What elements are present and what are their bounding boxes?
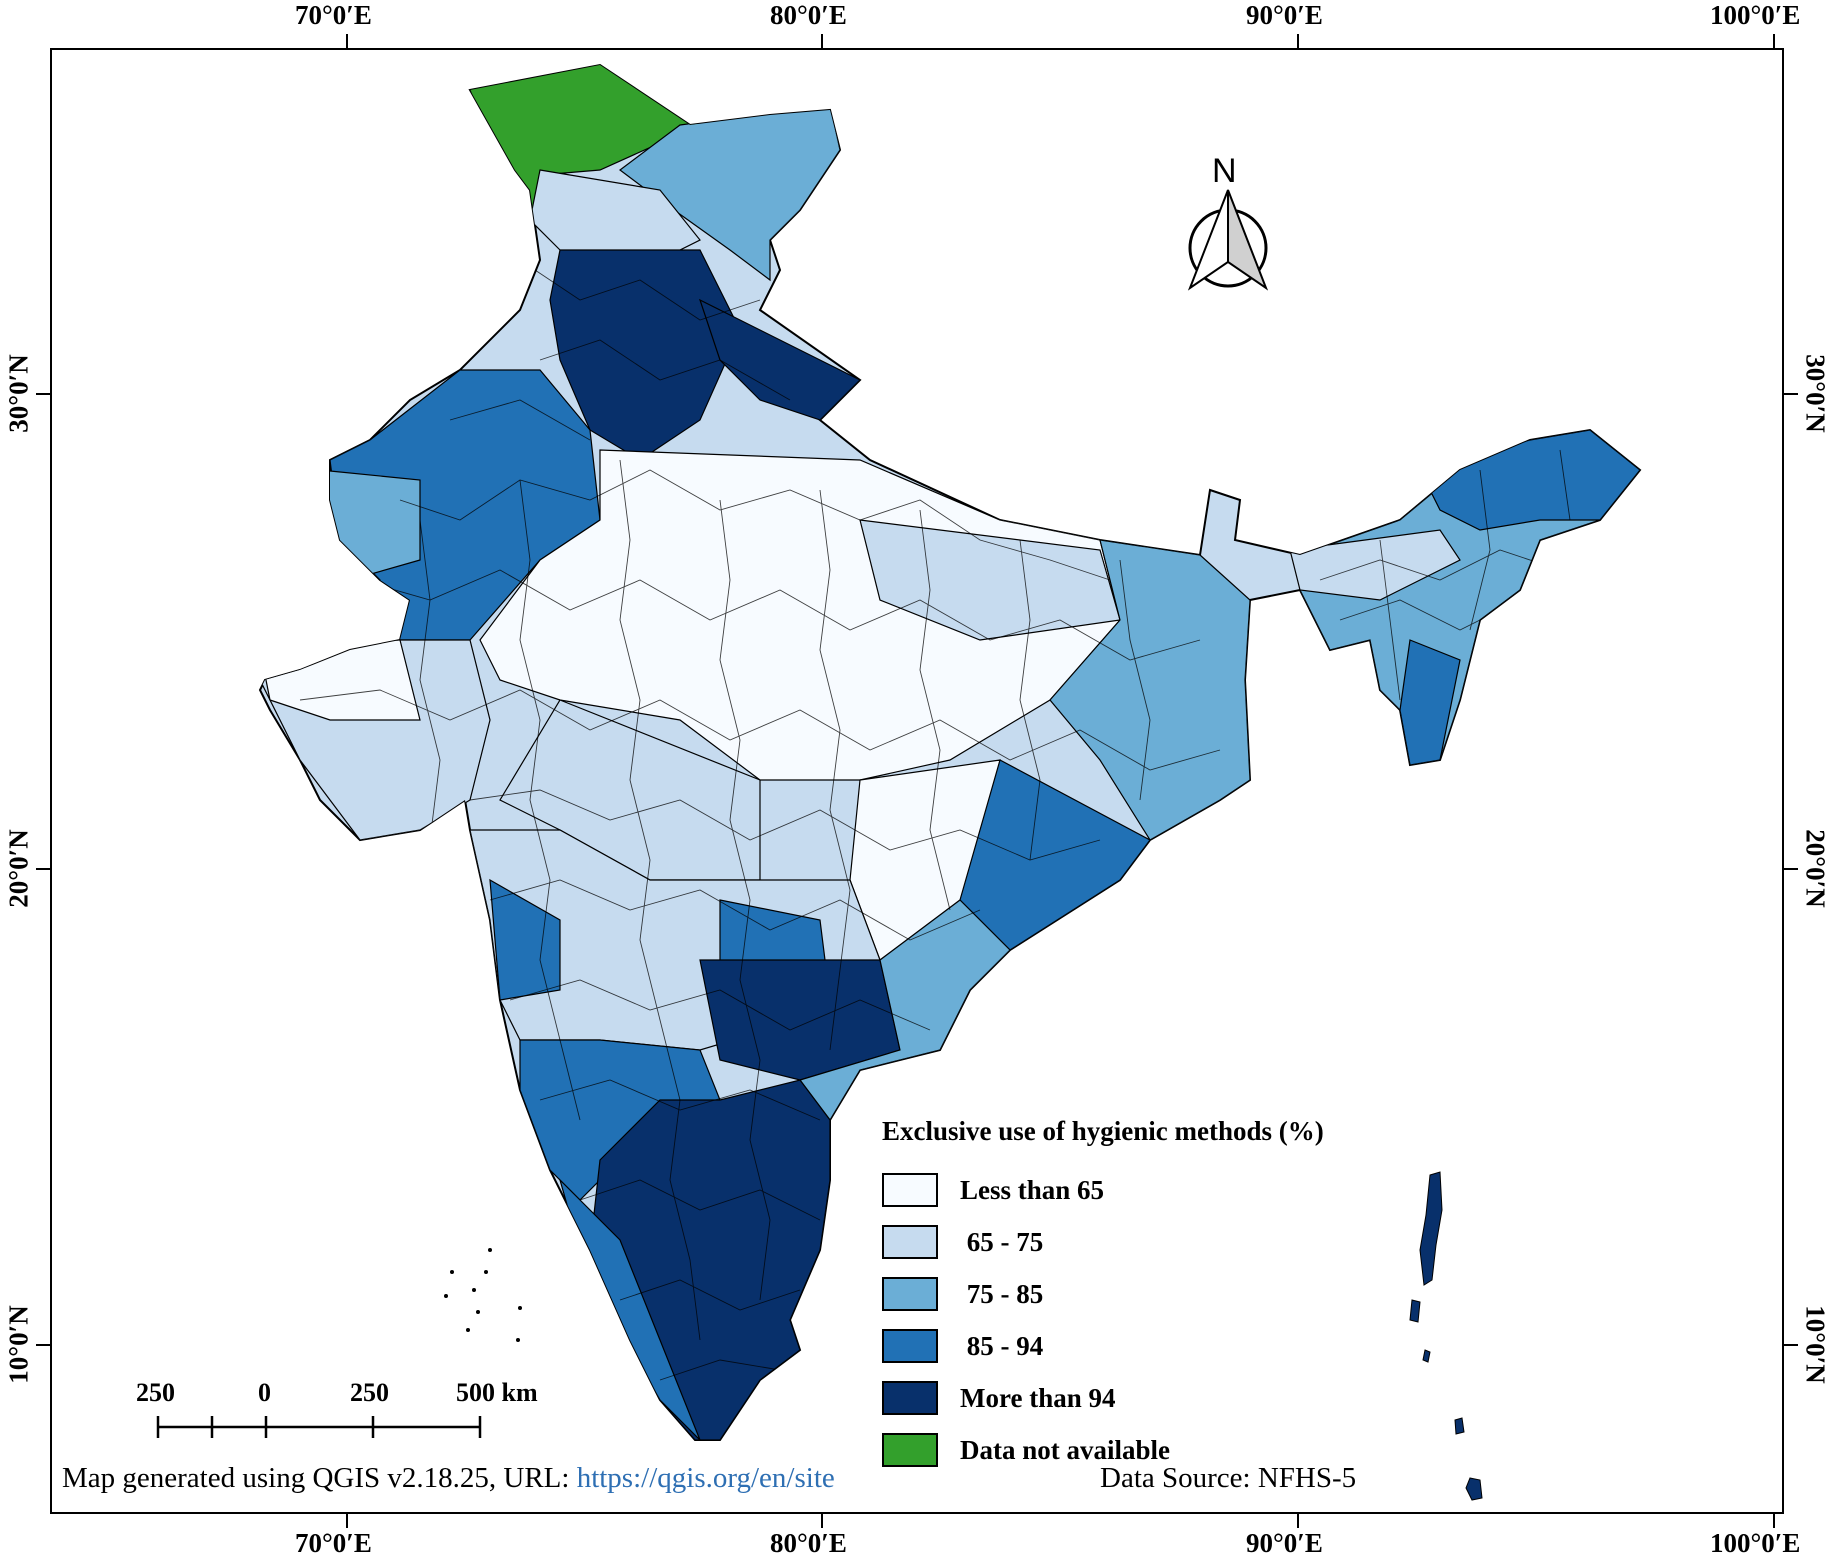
credit-text: Map generated using QGIS v2.18.25, URL:	[62, 1462, 577, 1494]
north-arrow-icon	[1187, 189, 1269, 291]
scale-label: 0	[258, 1378, 271, 1407]
tick-top-80	[821, 34, 823, 50]
legend-label: Less than 65	[960, 1174, 1105, 1205]
tick-left-30	[36, 393, 52, 395]
region-uttarakhand	[698, 298, 862, 421]
region-mizoram	[1399, 639, 1461, 766]
map-frame	[50, 48, 1784, 1514]
tick-top-100	[1773, 34, 1775, 50]
legend-item: 65 - 75	[882, 1224, 1043, 1260]
tick-left-10	[36, 1344, 52, 1346]
legend-label: Data not available	[960, 1434, 1171, 1465]
credit-link[interactable]: https://qgis.org/en/site	[576, 1462, 835, 1494]
tick-right-30	[1782, 393, 1798, 395]
region-assam	[1289, 529, 1461, 601]
legend-swatch	[882, 1433, 938, 1467]
region-rajasthan-west	[319, 469, 421, 581]
legend-label: 85 - 94	[960, 1330, 1044, 1361]
tick-bottom-90	[1297, 1512, 1299, 1528]
tick-left-20	[36, 868, 52, 870]
tick-bottom-100	[1773, 1512, 1775, 1528]
legend-label: 65 - 75	[960, 1226, 1044, 1257]
andaman-nicobar-islands	[1409, 1171, 1483, 1501]
lon-label-top: 100°0′E	[1710, 0, 1801, 30]
legend-item: More than 94	[882, 1380, 1116, 1416]
tick-right-20	[1782, 868, 1798, 870]
tick-right-10	[1782, 1344, 1798, 1346]
tick-top-70	[346, 34, 348, 50]
north-label: N	[1212, 152, 1237, 190]
legend-label: 75 - 85	[960, 1278, 1044, 1309]
region-west-bengal	[1049, 539, 1251, 841]
lon-label-top: 80°0′E	[770, 0, 847, 30]
legend-swatch	[882, 1329, 938, 1363]
lon-label-bottom: 100°0′E	[1710, 1528, 1801, 1558]
lon-label-bottom: 80°0′E	[770, 1528, 847, 1558]
legend-swatch	[882, 1381, 938, 1415]
data-source: Data Source: NFHS-5	[1100, 1462, 1357, 1494]
scale-label: 250	[136, 1378, 175, 1407]
district-boundaries	[299, 259, 1621, 1381]
region-andhra	[799, 899, 1011, 1122]
scale-label: 250	[350, 1378, 389, 1407]
legend-item: Data not available	[882, 1432, 1170, 1468]
lakshadweep-islands	[444, 1248, 522, 1342]
region-arunachal	[1419, 429, 1640, 531]
scale-label: 500 km	[456, 1378, 538, 1407]
lon-label-top: 70°0′E	[295, 0, 372, 30]
legend-title: Exclusive use of hygienic methods (%)	[882, 1116, 1324, 1146]
lon-label-bottom: 70°0′E	[295, 1528, 372, 1558]
legend-item: 85 - 94	[882, 1328, 1043, 1364]
legend-swatch	[882, 1277, 938, 1311]
tick-bottom-70	[346, 1512, 348, 1528]
lon-label-top: 90°0′E	[1246, 0, 1323, 30]
legend-label: More than 94	[960, 1382, 1116, 1413]
tick-bottom-80	[821, 1512, 823, 1528]
tick-top-90	[1297, 34, 1299, 50]
legend-item: 75 - 85	[882, 1276, 1043, 1312]
map-credit: Map generated using QGIS v2.18.25, URL: …	[62, 1462, 835, 1495]
legend-swatch	[882, 1225, 938, 1259]
legend-swatch	[882, 1173, 938, 1207]
legend-item: Less than 65	[882, 1172, 1104, 1208]
scale-bar	[156, 1416, 482, 1438]
lon-label-bottom: 90°0′E	[1246, 1528, 1323, 1558]
